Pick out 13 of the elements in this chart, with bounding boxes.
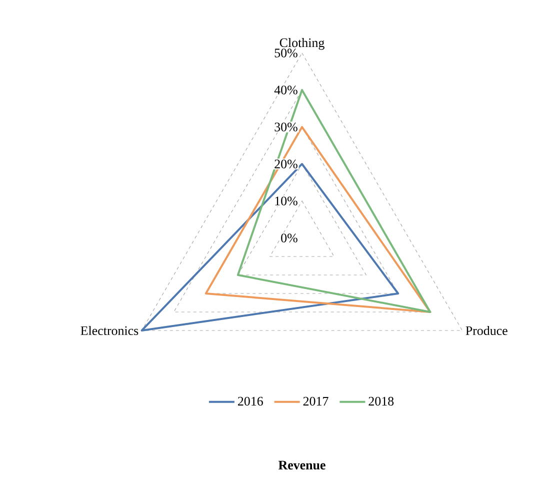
y-tick-label: 40% <box>274 86 298 94</box>
y-tick-label: 50% <box>274 48 298 58</box>
spoke-label: Clothing <box>280 38 324 50</box>
legend-label: 2018 <box>368 396 394 406</box>
legend-label: 2017 <box>303 396 328 406</box>
text: Revenue <box>278 460 326 470</box>
legend-label: 2016 <box>238 396 263 406</box>
y-tick-label: 30% <box>274 122 298 132</box>
spoke-label: Produce <box>466 326 508 336</box>
y-tick-label: 0% <box>281 234 298 242</box>
y-tick-label: 10% <box>275 196 298 206</box>
spoke-label: Electronics <box>80 326 138 336</box>
y-tick-label: 20% <box>274 160 298 168</box>
